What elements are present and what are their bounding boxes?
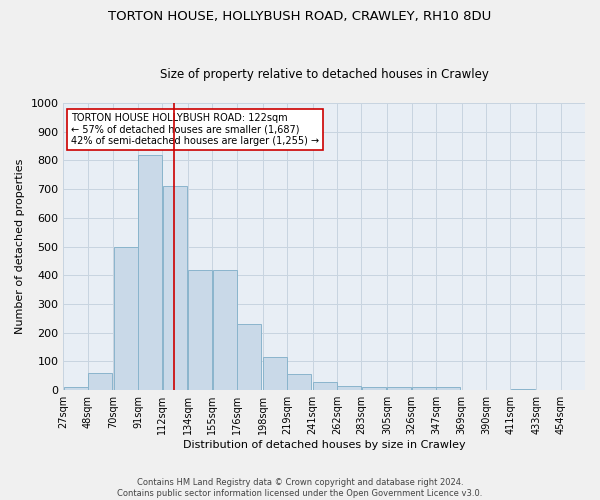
Text: TORTON HOUSE, HOLLYBUSH ROAD, CRAWLEY, RH10 8DU: TORTON HOUSE, HOLLYBUSH ROAD, CRAWLEY, R… <box>109 10 491 23</box>
Text: Contains HM Land Registry data © Crown copyright and database right 2024.
Contai: Contains HM Land Registry data © Crown c… <box>118 478 482 498</box>
Title: Size of property relative to detached houses in Crawley: Size of property relative to detached ho… <box>160 68 488 81</box>
Bar <box>212 270 237 390</box>
Bar <box>64 388 88 390</box>
Bar <box>362 387 386 390</box>
Bar <box>263 357 287 390</box>
Y-axis label: Number of detached properties: Number of detached properties <box>15 159 25 334</box>
Bar <box>163 186 187 390</box>
Bar <box>237 324 261 390</box>
Bar <box>511 389 535 390</box>
Bar <box>387 387 412 390</box>
Bar <box>436 388 460 390</box>
Bar <box>188 270 212 390</box>
Bar <box>313 382 337 390</box>
Bar <box>287 374 311 390</box>
Bar <box>337 386 361 390</box>
Bar <box>412 387 436 390</box>
Bar <box>138 154 162 390</box>
Text: TORTON HOUSE HOLLYBUSH ROAD: 122sqm
← 57% of detached houses are smaller (1,687): TORTON HOUSE HOLLYBUSH ROAD: 122sqm ← 57… <box>71 113 319 146</box>
Bar <box>113 246 138 390</box>
Bar <box>88 373 112 390</box>
X-axis label: Distribution of detached houses by size in Crawley: Distribution of detached houses by size … <box>183 440 466 450</box>
